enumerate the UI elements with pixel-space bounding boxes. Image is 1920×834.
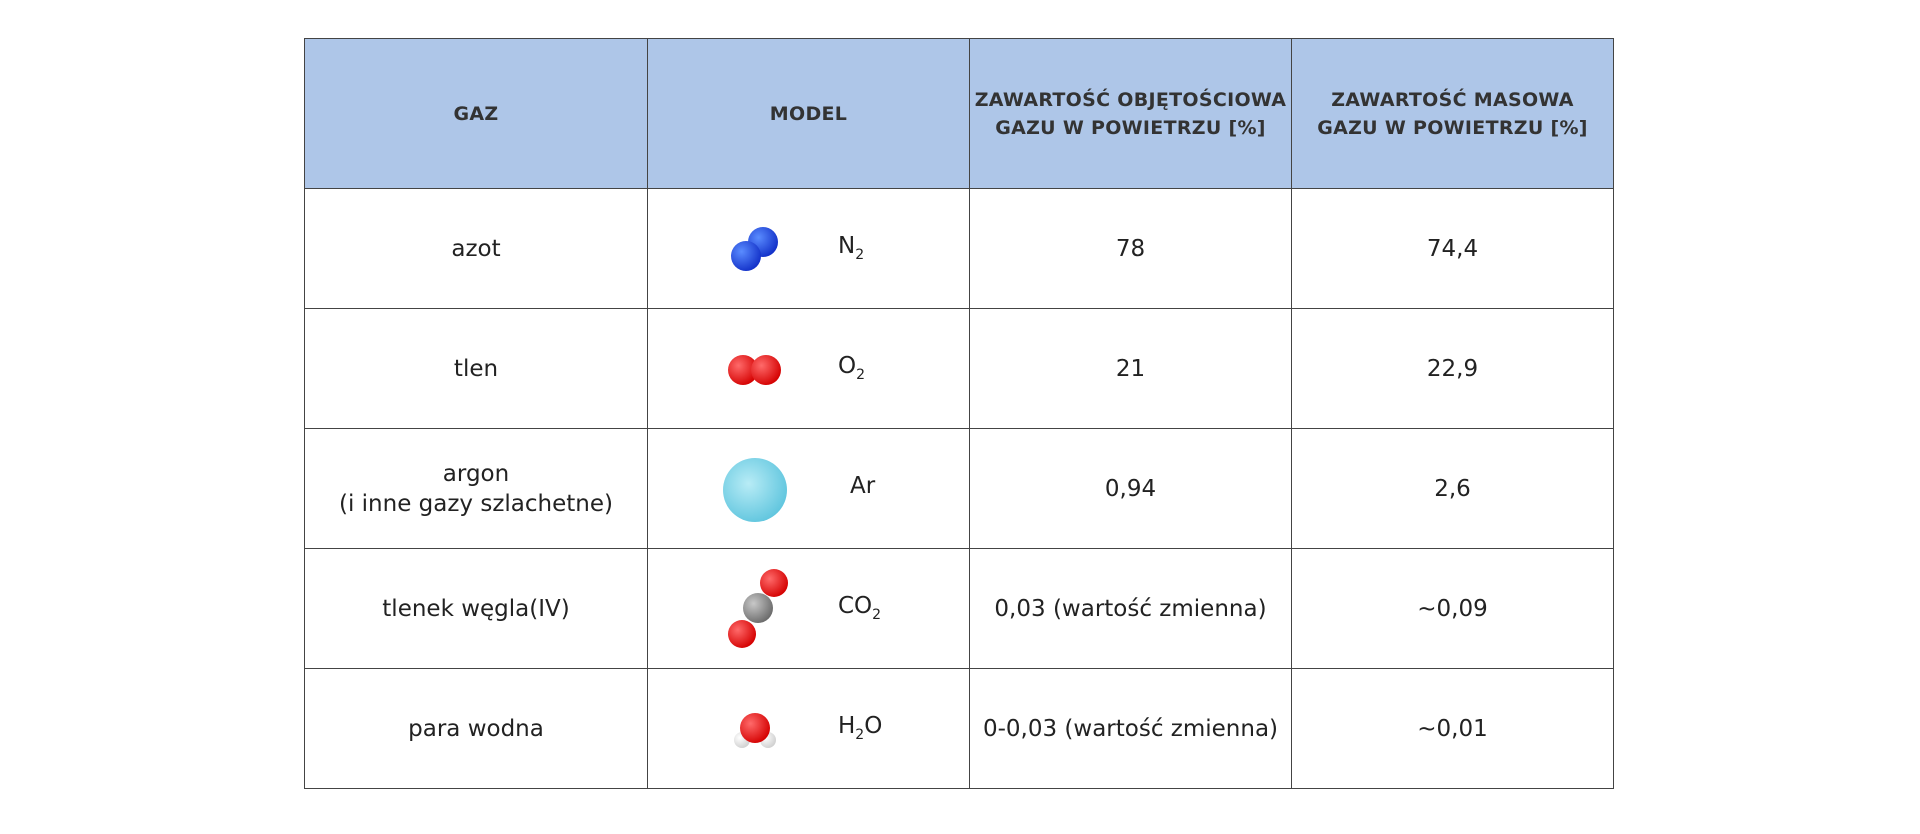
- header-cell: ZAWARTOŚĆ MASOWA GAZU W POWIETRZU [%]: [1291, 38, 1614, 189]
- gas-cell: tlen: [304, 308, 648, 429]
- gas-name: tlen: [453, 355, 499, 382]
- gas-name: argon: [442, 460, 510, 487]
- gas-cell: tlenek węgla(IV): [304, 548, 648, 669]
- volume-cell: 0,03 (wartość zmienna): [969, 548, 1292, 669]
- formula-text: N: [838, 233, 856, 259]
- header-text: GAZ: [453, 102, 499, 125]
- header-cell: MODEL: [647, 38, 970, 189]
- header-text: ZAWARTOŚĆ MASOWA: [1331, 88, 1574, 111]
- header-cell: ZAWARTOŚĆ OBJĘTOŚCIOWA GAZU W POWIETRZU […: [969, 38, 1292, 189]
- formula-sub: 2: [856, 367, 866, 383]
- formula: O2: [838, 351, 866, 383]
- mass-cell: ~0,01: [1291, 668, 1614, 789]
- formula-text: CO: [838, 593, 873, 619]
- header-cell: GAZ: [304, 38, 648, 189]
- gas-cell: azot: [304, 188, 648, 309]
- formula: Ar: [850, 471, 875, 501]
- molecule-ar: [723, 458, 787, 522]
- formula-sub: 2: [855, 247, 865, 263]
- molecule-n2: [731, 227, 778, 271]
- formula-sub: 2: [855, 727, 865, 743]
- volume-cell: 78: [969, 188, 1292, 309]
- gas-name: (i inne gazy szlachetne): [338, 490, 613, 517]
- mass-cell: 2,6: [1291, 428, 1614, 549]
- gas-name: para wodna: [408, 715, 544, 742]
- header-text: ZAWARTOŚĆ OBJĘTOŚCIOWA: [974, 88, 1287, 111]
- table-row: argon (i inne gazy szlachetne) Ar 0,94 2,…: [304, 428, 1614, 549]
- gas-cell: para wodna: [304, 668, 648, 789]
- mass-cell: ~0,09: [1291, 548, 1614, 669]
- model-cell: CO2: [647, 548, 970, 669]
- header-text: GAZU W POWIETRZU [%]: [1317, 116, 1588, 139]
- formula-text: Ar: [850, 473, 876, 499]
- volume-cell: 21: [969, 308, 1292, 429]
- formula-sub: 2: [872, 607, 882, 623]
- formula: CO2: [838, 591, 882, 623]
- model-cell: O2: [647, 308, 970, 429]
- mass-cell: 74,4: [1291, 188, 1614, 309]
- gas-name: tlenek węgla(IV): [382, 595, 570, 622]
- volume-cell: 0-0,03 (wartość zmienna): [969, 668, 1292, 789]
- header-text: MODEL: [769, 102, 848, 125]
- molecule-o2: [728, 355, 781, 385]
- gas-table: GAZ MODEL ZAWARTOŚĆ OBJĘTOŚCIOWA GAZU W P…: [304, 38, 1614, 789]
- mass-cell: 22,9: [1291, 308, 1614, 429]
- molecule-co2: [728, 569, 788, 648]
- gas-name: azot: [451, 235, 501, 262]
- table-row: azot N2 78 74,4: [304, 188, 1614, 309]
- formula-text: O: [864, 713, 883, 739]
- formula-text: H: [838, 713, 856, 739]
- table-row: tlen O2 21 22,9: [304, 308, 1614, 429]
- model-cell: Ar: [647, 428, 970, 549]
- model-cell: H2O: [647, 668, 970, 789]
- model-cell: N2: [647, 188, 970, 309]
- header-text: GAZU W POWIETRZU [%]: [995, 116, 1266, 139]
- table-row: tlenek węgla(IV) CO2 0,03 (wartość zmien…: [304, 548, 1614, 669]
- gas-cell: argon (i inne gazy szlachetne): [304, 428, 648, 549]
- table-row: para wodna H2O 0-0,03 (wartość zmienna) …: [304, 668, 1614, 789]
- volume-cell: 0,94: [969, 428, 1292, 549]
- formula: H2O: [838, 711, 883, 743]
- formula: N2: [838, 231, 865, 263]
- formula-text: O: [838, 353, 857, 379]
- header-row: GAZ MODEL ZAWARTOŚĆ OBJĘTOŚCIOWA GAZU W P…: [304, 38, 1614, 189]
- molecule-h2o: [734, 713, 776, 748]
